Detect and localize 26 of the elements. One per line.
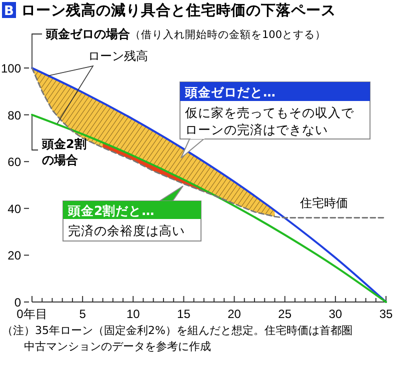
text: ローン残高: [88, 49, 148, 63]
line-series: [31, 67, 387, 218]
y-tick-label: 40: [8, 202, 22, 216]
y-tick-label: 0: [14, 296, 22, 310]
series-label: 頭金2割の場合: [41, 137, 86, 167]
x-tick-label: 20: [228, 307, 242, 321]
annotation: 頭金ゼロだと…: [184, 84, 276, 100]
x-tick-label: 25: [278, 307, 292, 321]
y-tick-label: 80: [8, 108, 22, 122]
x-tick-label: 15: [177, 307, 191, 321]
chart-title: ローン残高の減り具合と住宅時価の下落ペース: [21, 1, 336, 19]
text: （注）35年ローン（固定金利2%）を組んだと想定。住宅時価は首都圏中古マンションのデータを参考に作成: [2, 324, 352, 353]
text: （借り入れ開始時の金額を100とする）: [130, 28, 326, 41]
x-tick-label: 35: [379, 307, 393, 321]
annotation: 仮に家を売ってもその収入でローンの完済はできない: [184, 105, 355, 137]
y-tick-label: 20: [8, 248, 22, 263]
annotation: 頭金2割だと…: [67, 203, 154, 218]
series-label: 住宅時価: [299, 196, 348, 210]
annotation: 完済の余裕度は高い: [68, 223, 185, 238]
x-tick-label: 0年目: [16, 307, 48, 321]
x-tick-label: 5: [79, 307, 86, 321]
text: B: [4, 4, 14, 19]
y-tick-label: 60: [8, 155, 22, 170]
y-tick-label: 100: [0, 62, 22, 76]
x-tick-label: 30: [328, 307, 342, 321]
x-tick-label: 10: [126, 307, 140, 321]
